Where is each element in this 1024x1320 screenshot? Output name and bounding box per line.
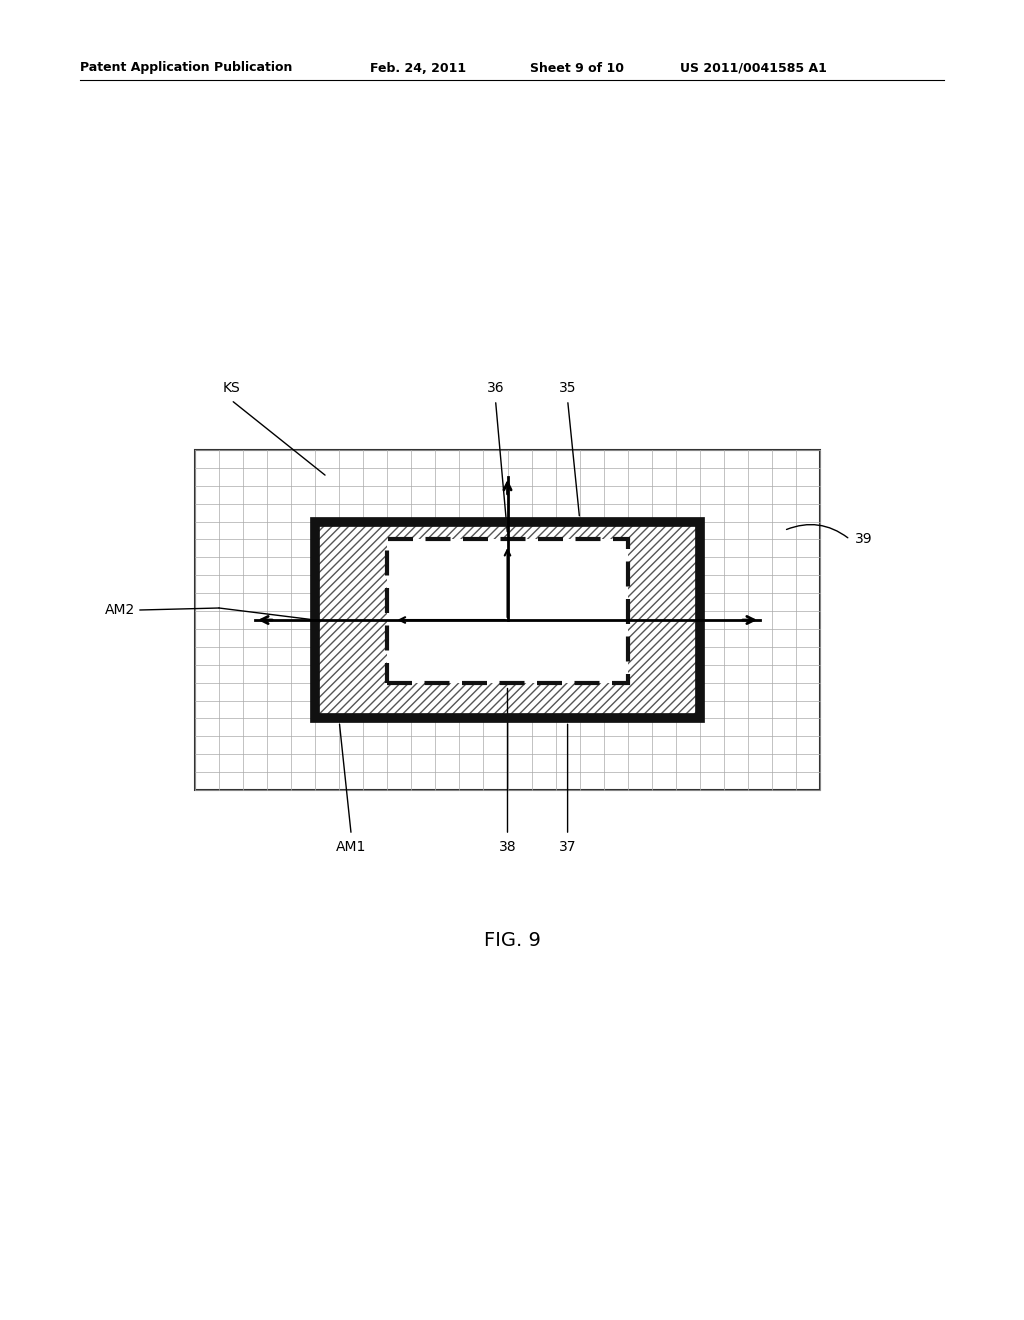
Text: KS: KS xyxy=(222,381,240,395)
Text: 39: 39 xyxy=(855,532,872,546)
Text: 38: 38 xyxy=(499,840,516,854)
Text: AM1: AM1 xyxy=(336,840,367,854)
Text: Sheet 9 of 10: Sheet 9 of 10 xyxy=(530,62,624,74)
Text: FIG. 9: FIG. 9 xyxy=(483,931,541,949)
Text: AM2: AM2 xyxy=(104,603,135,616)
Text: US 2011/0041585 A1: US 2011/0041585 A1 xyxy=(680,62,826,74)
Text: 37: 37 xyxy=(559,840,577,854)
Bar xyxy=(387,540,628,682)
Text: Patent Application Publication: Patent Application Publication xyxy=(80,62,293,74)
Text: 35: 35 xyxy=(559,381,577,395)
Bar xyxy=(315,521,699,718)
Bar xyxy=(387,540,628,682)
Text: Feb. 24, 2011: Feb. 24, 2011 xyxy=(370,62,466,74)
Bar xyxy=(315,521,699,718)
Text: 36: 36 xyxy=(486,381,504,395)
Bar xyxy=(195,450,820,789)
